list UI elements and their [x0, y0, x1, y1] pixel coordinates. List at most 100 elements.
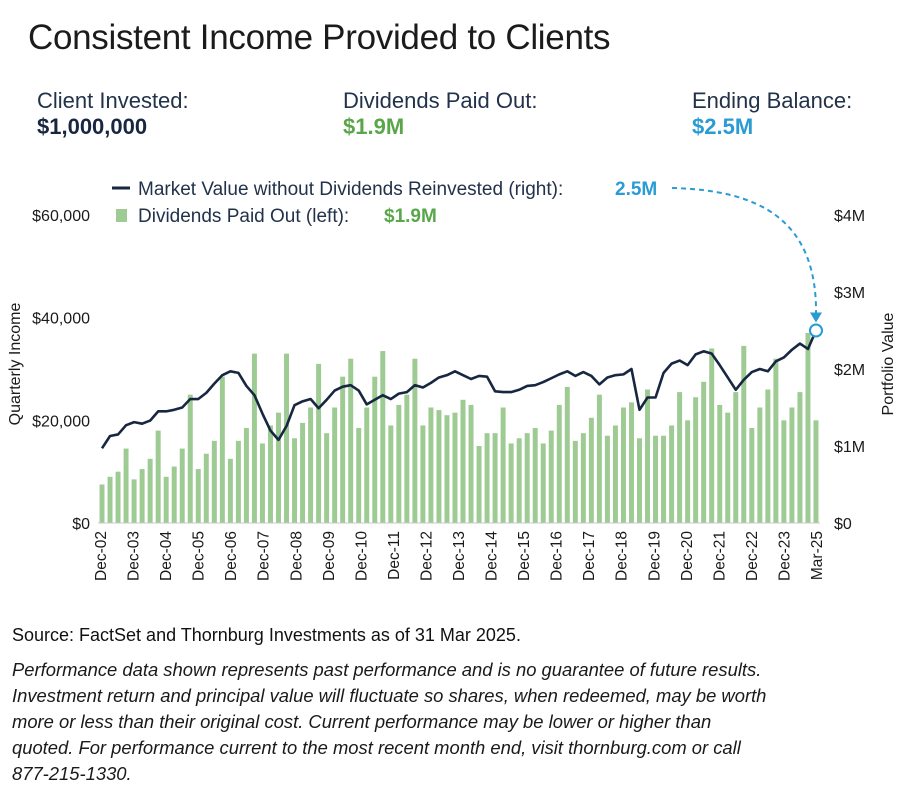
dividend-bar — [572, 440, 578, 523]
dividend-bar — [356, 428, 362, 523]
dividend-bar — [163, 476, 169, 523]
disclaimer-line: 877-215-1330. — [12, 763, 132, 784]
dividend-bar — [749, 428, 755, 523]
dividend-bar — [348, 358, 354, 523]
disclaimer-line: Performance data shown represents past p… — [12, 659, 762, 680]
dividend-bar — [596, 394, 602, 523]
legend-layer: Market Value without Dividends Reinveste… — [112, 179, 823, 338]
stat-value: $1.9M — [343, 114, 405, 139]
dividend-bar — [637, 438, 642, 523]
dividend-bar — [139, 469, 145, 523]
y-left-tick-label: $0 — [72, 516, 90, 533]
dividend-bar — [797, 392, 803, 523]
dividend-bar — [677, 392, 683, 523]
dividend-bar — [701, 381, 707, 523]
dividend-bar — [476, 446, 482, 523]
dividend-bar — [300, 422, 306, 523]
dividend-bar — [612, 425, 618, 523]
x-tick-label: Dec-14 — [484, 531, 501, 581]
dividend-bar — [669, 425, 675, 523]
dividend-bar — [548, 430, 554, 523]
stat-label: Ending Balance: — [692, 88, 853, 113]
dividend-bar — [219, 376, 225, 523]
legend-bar-label: Dividends Paid Out (left): — [138, 206, 349, 227]
dividend-bar — [492, 433, 498, 523]
dividend-bar — [460, 399, 466, 523]
disclaimer-line: Investment return and principal value wi… — [12, 685, 767, 706]
stat-client-invested: Client Invested: $1,000,000 — [37, 88, 189, 140]
annotation-arrow — [671, 187, 818, 317]
stat-ending-balance: Ending Balance: $2.5M — [692, 88, 852, 140]
dividend-bar — [211, 440, 217, 523]
x-tick-label: Mar-25 — [809, 531, 826, 580]
dividend-bar — [267, 425, 273, 523]
dividend-bar — [259, 443, 265, 523]
y-right-tick-label: $1M — [834, 439, 865, 456]
dividend-bar — [203, 453, 209, 523]
dividend-bar — [661, 435, 667, 523]
dividend-bar — [332, 407, 338, 523]
dividend-bar — [316, 363, 322, 523]
ending-balance-marker — [809, 323, 823, 338]
dividend-bar — [484, 433, 490, 523]
x-tick-label: Dec-07 — [256, 531, 273, 581]
dividend-bar — [364, 407, 370, 523]
dividend-bar — [187, 394, 193, 523]
y-left-axis-title: Quarterly Income — [7, 303, 24, 426]
x-tick-label: Dec-17 — [581, 531, 598, 581]
dividend-bar — [444, 415, 450, 523]
dividend-bar — [251, 353, 257, 523]
x-tick-label: Dec-22 — [744, 531, 761, 581]
dividend-bar — [436, 410, 442, 523]
bars-layer — [99, 333, 819, 523]
dividend-bar — [725, 412, 731, 523]
x-tick-label: Dec-18 — [614, 531, 631, 581]
disclaimer: Performance data shown represents past p… — [12, 657, 892, 787]
x-tick-label: Dec-10 — [353, 531, 370, 581]
disclaimer-line: more or less than their original cost. C… — [12, 711, 712, 732]
dividend-bar — [765, 389, 771, 523]
x-tick-label: Dec-16 — [549, 531, 566, 581]
x-tick-label: Dec-23 — [777, 531, 794, 581]
legend-bar-swatch — [116, 209, 127, 222]
disclaimer-line: quoted. For performance current to the m… — [12, 737, 741, 758]
dividend-bar — [171, 466, 177, 523]
dividend-bar — [99, 484, 105, 523]
dividend-bar — [452, 412, 458, 523]
y-right-axis-title: Portfolio Value — [880, 312, 897, 415]
dividend-bar — [195, 469, 201, 523]
dividend-bar — [588, 417, 594, 523]
dividend-bar — [653, 435, 659, 523]
stat-dividends-paid-out: Dividends Paid Out: $1.9M — [343, 88, 537, 140]
dividend-bar — [155, 430, 161, 523]
stat-value: $1,000,000 — [37, 114, 148, 139]
line-layer — [100, 329, 818, 450]
dividend-bar — [179, 448, 185, 523]
dividend-bar — [628, 402, 634, 523]
dividend-bar — [685, 420, 691, 523]
dividend-bar — [284, 353, 290, 523]
dividend-bar — [324, 433, 330, 523]
dividend-bar — [789, 407, 795, 523]
dividend-bar — [380, 351, 386, 523]
dividend-bar — [276, 412, 281, 523]
dividend-bar — [564, 386, 570, 523]
dividend-bar — [227, 458, 233, 523]
dividend-bar — [733, 392, 739, 523]
dividend-bar — [115, 471, 121, 523]
x-tick-label: Dec-19 — [646, 531, 663, 581]
y-left-tick-label: $40,000 — [32, 311, 90, 328]
dividend-bar — [620, 407, 626, 523]
dividend-bar — [420, 425, 426, 523]
y-right-tick-label: $4M — [834, 208, 865, 225]
dividend-bar — [516, 438, 522, 523]
x-tick-label: Dec-02 — [93, 531, 110, 581]
dividend-bar — [243, 428, 249, 523]
legend-line-label: Market Value without Dividends Reinveste… — [138, 179, 563, 200]
page-title: Consistent Income Provided to Clients — [28, 18, 611, 57]
dividend-bar — [645, 389, 651, 523]
dividend-bar — [773, 358, 779, 523]
stat-label: Dividends Paid Out: — [343, 88, 538, 113]
market-value-line — [100, 329, 818, 450]
dividend-bar — [396, 404, 402, 523]
